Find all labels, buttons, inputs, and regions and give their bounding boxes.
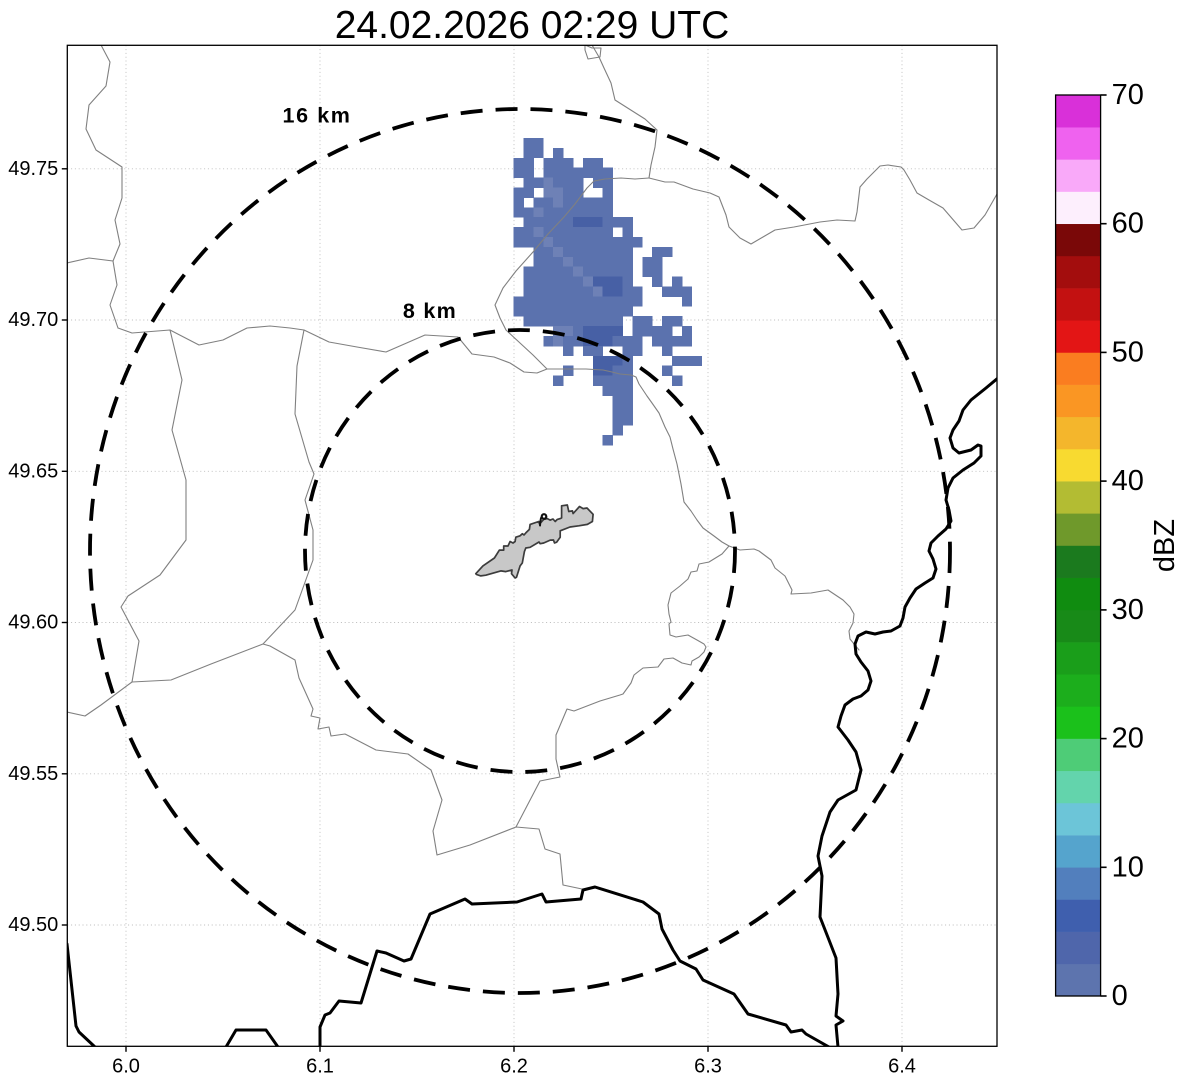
svg-text:0: 0: [1112, 980, 1128, 1012]
svg-text:16 km: 16 km: [283, 104, 352, 128]
svg-text:40: 40: [1112, 465, 1144, 497]
svg-text:60: 60: [1112, 208, 1144, 240]
svg-text:49.55: 49.55: [8, 763, 58, 785]
svg-text:20: 20: [1112, 723, 1144, 755]
svg-text:dBZ: dBZ: [1149, 519, 1181, 572]
svg-text:70: 70: [1112, 79, 1144, 111]
svg-text:49.70: 49.70: [8, 309, 58, 331]
svg-text:24.02.2026 02:29 UTC: 24.02.2026 02:29 UTC: [335, 4, 730, 47]
svg-text:6.1: 6.1: [306, 1055, 334, 1077]
svg-text:10: 10: [1112, 851, 1144, 883]
svg-text:6.0: 6.0: [112, 1055, 140, 1077]
svg-text:49.65: 49.65: [8, 460, 58, 482]
svg-text:50: 50: [1112, 336, 1144, 368]
svg-text:6.4: 6.4: [888, 1055, 916, 1077]
svg-text:30: 30: [1112, 594, 1144, 626]
svg-text:6.2: 6.2: [500, 1055, 528, 1077]
svg-text:49.75: 49.75: [8, 158, 58, 180]
svg-text:49.50: 49.50: [8, 914, 58, 936]
svg-text:49.60: 49.60: [8, 612, 58, 634]
svg-text:8 km: 8 km: [403, 299, 457, 323]
svg-text:6.3: 6.3: [694, 1055, 722, 1077]
